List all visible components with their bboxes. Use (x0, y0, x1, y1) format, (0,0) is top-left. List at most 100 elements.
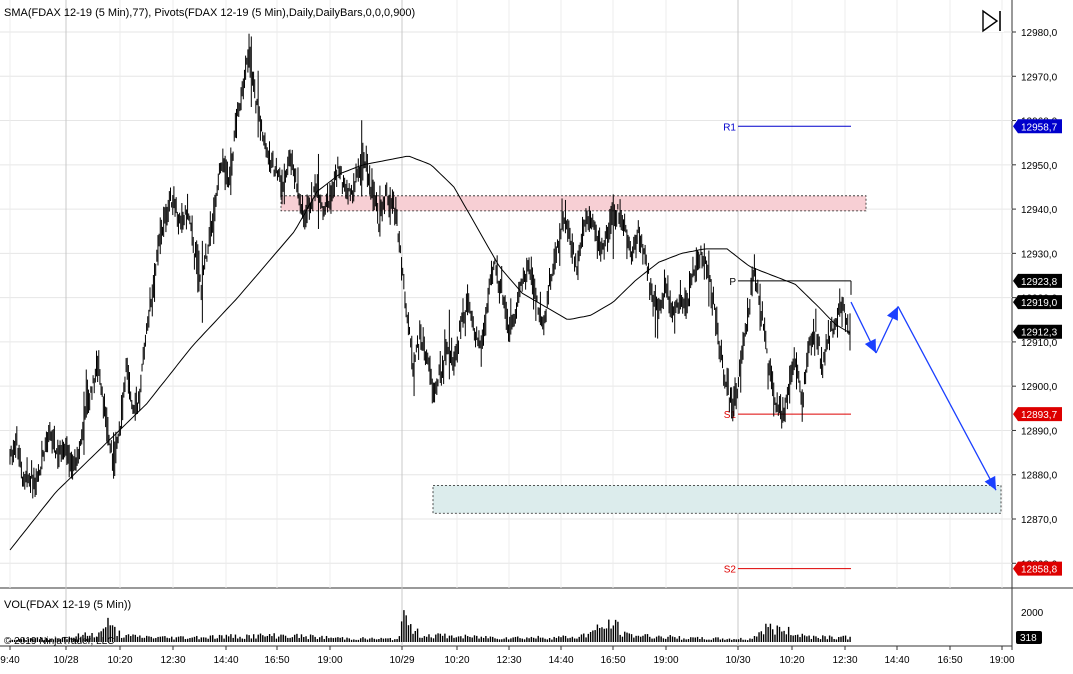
volume-bar (460, 636, 462, 642)
volume-bar (362, 637, 364, 642)
volume-bar (740, 637, 742, 642)
pivot-s2-label: S2 (724, 565, 737, 576)
y-tick-label: 12940,0 (1021, 205, 1058, 216)
price-badge-text: 12893,7 (1021, 410, 1058, 421)
volume-bar (564, 635, 567, 642)
volume-bar (478, 638, 480, 642)
volume-bar (380, 637, 382, 642)
volume-bar (749, 638, 751, 642)
volume-bar (36, 637, 39, 642)
volume-bar (173, 639, 175, 642)
volume-bar (435, 634, 437, 642)
volume-bar (487, 638, 489, 642)
volume-bar (127, 634, 130, 642)
volume-bar (753, 635, 756, 642)
volume-bar (815, 636, 817, 642)
volume-bar (507, 639, 510, 642)
volume-bar (466, 636, 469, 642)
volume-bar (84, 632, 86, 642)
volume-bar (535, 638, 537, 642)
volume-bar (589, 632, 592, 642)
volume-bar (587, 633, 590, 642)
volume-bar (685, 639, 687, 642)
volume-bar (726, 639, 728, 642)
collapse-panel-icon[interactable] (980, 9, 1004, 33)
volume-bar (118, 630, 121, 642)
volume-bar (296, 633, 298, 642)
volume-bar (45, 637, 48, 642)
volume-bar (844, 635, 847, 642)
volume-bar (191, 637, 193, 642)
volume-bar (751, 638, 753, 642)
volume-bar (662, 638, 665, 642)
volume-bar (214, 638, 216, 642)
volume-bar (300, 634, 303, 642)
volume-bar (337, 637, 339, 642)
projection-arrows (850, 301, 997, 491)
volume-bar (583, 633, 585, 642)
volume-bar (16, 639, 18, 642)
volume-bar (57, 638, 59, 642)
resistance-zone (280, 195, 867, 212)
x-tick-label: 19:00 (653, 655, 678, 666)
volume-bar (787, 626, 790, 642)
volume-bar (225, 634, 228, 642)
volume-bar (25, 640, 27, 642)
x-tick-label: 10:20 (444, 655, 469, 666)
price-badge-text: 12923,8 (1021, 277, 1058, 288)
volume-bar (621, 636, 624, 642)
price-badge-shape (1013, 324, 1062, 339)
volume-bar (610, 628, 612, 642)
volume-bar (79, 637, 82, 642)
volume-bar (817, 637, 819, 642)
price-bars (9, 33, 851, 499)
volume-bar (769, 623, 772, 642)
projection-arrow-head (864, 338, 876, 353)
volume-bar (624, 631, 626, 642)
volume-bar (134, 634, 137, 642)
volume-bar (576, 638, 578, 642)
volume-bar (847, 639, 849, 642)
volume-bar (532, 637, 535, 642)
volume-bar (758, 632, 760, 642)
x-tick-label: 16:50 (264, 655, 289, 666)
volume-bar (637, 635, 640, 642)
volume-bars (9, 610, 851, 642)
volume-bar (605, 628, 608, 642)
volume-bar (91, 633, 93, 642)
chart-title: SMA(FDAX 12-19 (5 Min),77), Pivots(FDAX … (4, 7, 415, 19)
volume-bar (234, 634, 237, 642)
volume-bar (439, 633, 442, 642)
volume-bar (312, 635, 314, 642)
volume-bar (692, 637, 694, 642)
volume-bar (75, 636, 77, 642)
price-badge: 12923,8 (1013, 273, 1062, 288)
volume-bar (446, 638, 448, 642)
volume-badge-text: 318 (1020, 633, 1037, 644)
volume-bar (548, 638, 551, 642)
volume-bar (371, 637, 373, 642)
volume-bar (291, 637, 294, 642)
pivot-pp-label: P (729, 277, 736, 288)
volume-bar (819, 639, 822, 642)
volume-bar (680, 639, 683, 642)
volume-bar (721, 638, 724, 642)
price-badge-shape (1013, 407, 1062, 422)
volume-bar (630, 634, 633, 642)
volume-bar (385, 638, 387, 642)
volume-bar (712, 638, 715, 642)
volume-bar (799, 637, 801, 642)
volume-bar (562, 635, 564, 642)
volume-bar (419, 637, 421, 642)
volume-bar (410, 624, 412, 642)
volume-bar (107, 617, 109, 642)
x-tick-label: 10/28 (53, 655, 78, 666)
volume-bar (416, 628, 419, 642)
volume-bar (608, 619, 610, 642)
volume-bar (667, 636, 669, 642)
volume-bar (111, 625, 114, 642)
volume-bar (357, 639, 360, 642)
volume-bar (476, 635, 478, 642)
volume-bar (375, 639, 378, 642)
volume-bar (70, 637, 73, 642)
